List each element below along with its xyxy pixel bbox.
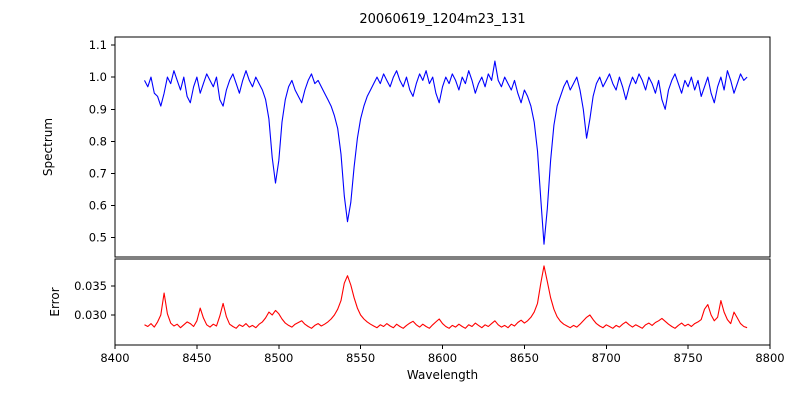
error-axes-frame — [114, 258, 771, 346]
x-axis-label: Wavelength — [406, 368, 479, 382]
y-tick-label: 0.8 — [89, 134, 107, 148]
y-tick-label: 1.0 — [89, 70, 107, 84]
y-tick-label: 0.7 — [89, 166, 107, 180]
y-tick-label: 0.5 — [89, 231, 107, 245]
x-tick-label: 8450 — [182, 351, 211, 365]
spectrum-axes-frame — [114, 36, 771, 258]
y-tick-label: 0.030 — [74, 308, 107, 322]
error-line — [144, 265, 748, 329]
x-tick-label: 8700 — [592, 351, 621, 365]
y-tick-label: 0.6 — [89, 199, 107, 213]
y-tick-label: 0.035 — [74, 279, 107, 293]
x-tick-label: 8800 — [755, 351, 784, 365]
x-tick-label: 8650 — [510, 351, 539, 365]
x-tick-label: 8750 — [673, 351, 702, 365]
x-tick-label: 8600 — [428, 351, 457, 365]
x-tick-label: 8400 — [100, 351, 129, 365]
y-tick-label: 0.9 — [89, 102, 107, 116]
x-tick-label: 8500 — [264, 351, 293, 365]
y-tick-label: 1.1 — [89, 38, 107, 52]
x-tick-label: 8550 — [346, 351, 375, 365]
chart-title: 20060619_1204m23_131 — [359, 12, 526, 27]
spectrum-line — [144, 60, 748, 245]
